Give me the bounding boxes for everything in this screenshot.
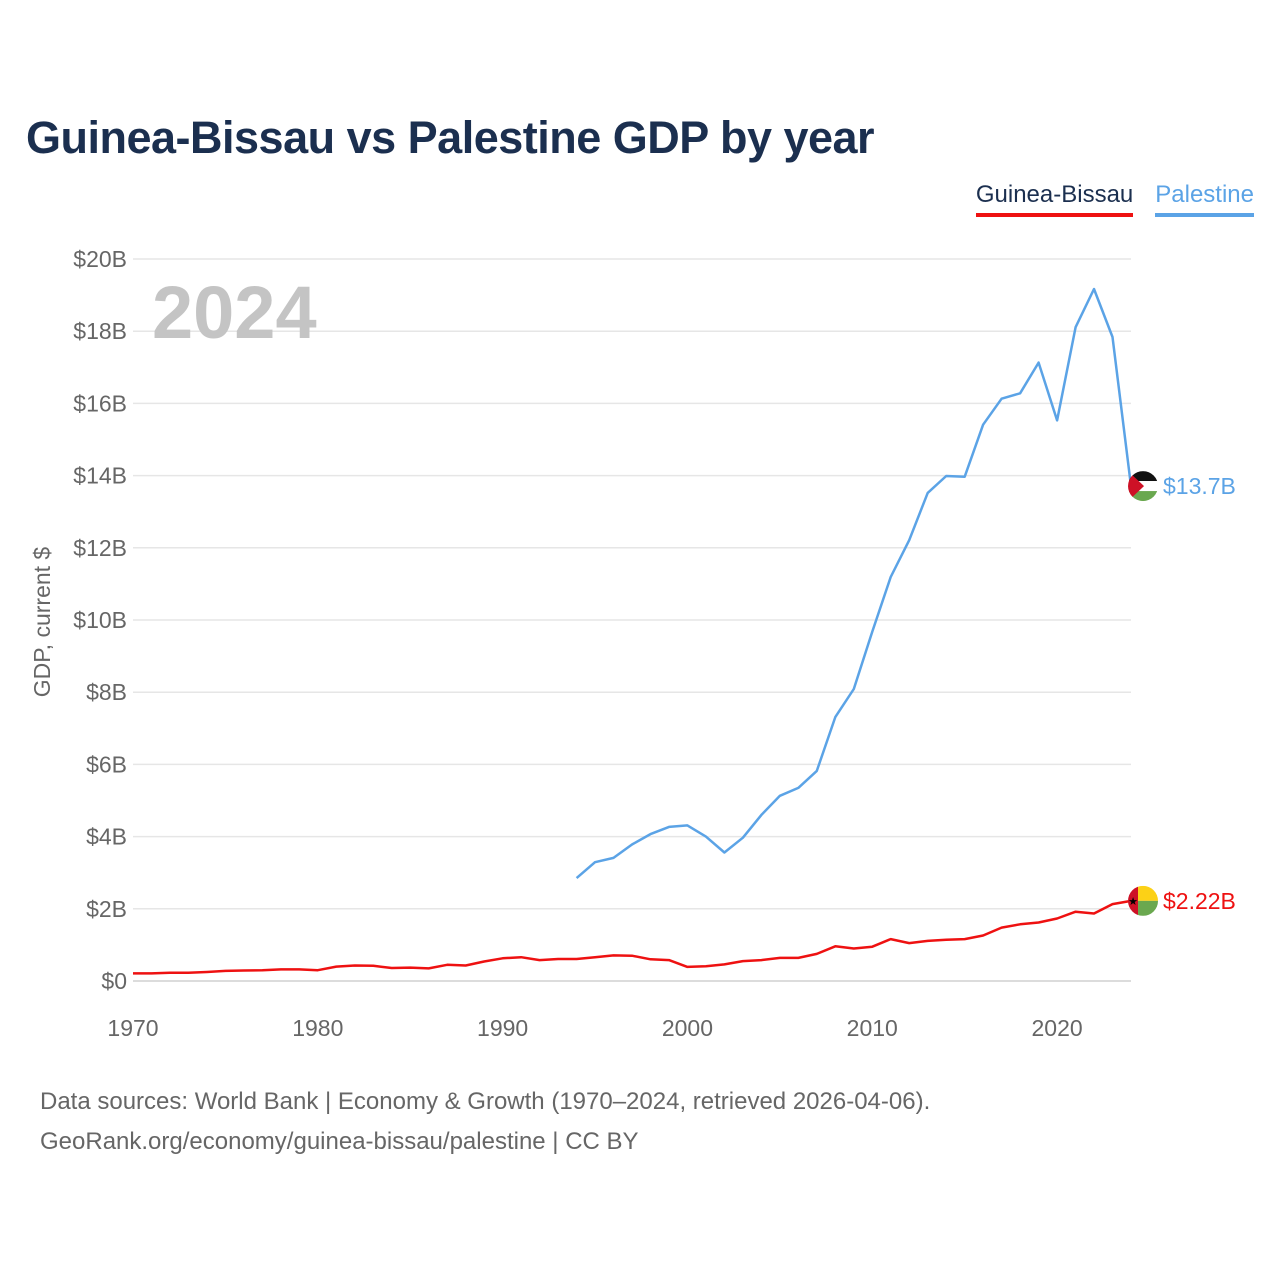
source-note: Data sources: World Bank | Economy & Gro… [40, 1082, 930, 1162]
y-axis-label: GDP, current $ [29, 547, 55, 698]
y-tick-label: $4B [86, 824, 127, 850]
series-line-palestine [575, 287, 1133, 880]
y-tick-label: $6B [86, 751, 127, 777]
x-axis-ticks: 1970 1980 1990 2000 2010 2020 [107, 1015, 1082, 1041]
x-tick-label: 1970 [107, 1015, 158, 1041]
series-line-guinea-bissau [133, 899, 1132, 975]
y-tick-label: $10B [73, 607, 127, 633]
y-tick-label: $18B [73, 318, 127, 344]
y-tick-label: $2B [86, 896, 127, 922]
source-line-2[interactable]: GeoRank.org/economy/guinea-bissau/palest… [40, 1128, 639, 1155]
y-tick-label: $16B [73, 390, 127, 416]
legend: Guinea-Bissau Palestine [975, 180, 1254, 217]
source-line-1: Data sources: World Bank | Economy & Gro… [40, 1088, 931, 1115]
gdp-line-chart: $0 $2B $4B $6B $8B $10B $12B $14B $16B $18B $20B 1… [29, 246, 1236, 1041]
x-tick-label: 2000 [662, 1015, 713, 1041]
gridlines [133, 258, 1131, 982]
end-value-label: $13.7B [1163, 473, 1236, 499]
chart-title: Guinea-Bissau vs Palestine GDP by year [26, 112, 875, 163]
y-tick-label: $0 [101, 968, 127, 994]
y-tick-label: $12B [73, 535, 127, 561]
palestine-flag-icon [1128, 471, 1159, 502]
guinea-bissau-flag-icon: ★ [1128, 885, 1159, 916]
y-tick-label: $14B [73, 463, 127, 489]
x-tick-label: 1980 [292, 1015, 343, 1041]
end-value-label: $2.22B [1163, 888, 1236, 914]
x-tick-label: 1990 [477, 1015, 528, 1041]
series-lines [133, 287, 1133, 975]
end-markers: ★ $2.22B $13.7B [1128, 471, 1236, 916]
y-axis-ticks: $0 $2B $4B $6B $8B $10B $12B $14B $16B $18B $20B [73, 246, 127, 994]
x-tick-label: 2010 [847, 1015, 898, 1041]
svg-text:★: ★ [1128, 896, 1138, 908]
y-tick-label: $8B [86, 679, 127, 705]
legend-item-guinea-bissau[interactable]: Guinea-Bissau [975, 180, 1134, 217]
year-watermark: 2024 [152, 271, 317, 354]
x-tick-label: 2020 [1031, 1015, 1082, 1041]
legend-item-palestine[interactable]: Palestine [1155, 180, 1254, 217]
y-tick-label: $20B [73, 246, 127, 272]
